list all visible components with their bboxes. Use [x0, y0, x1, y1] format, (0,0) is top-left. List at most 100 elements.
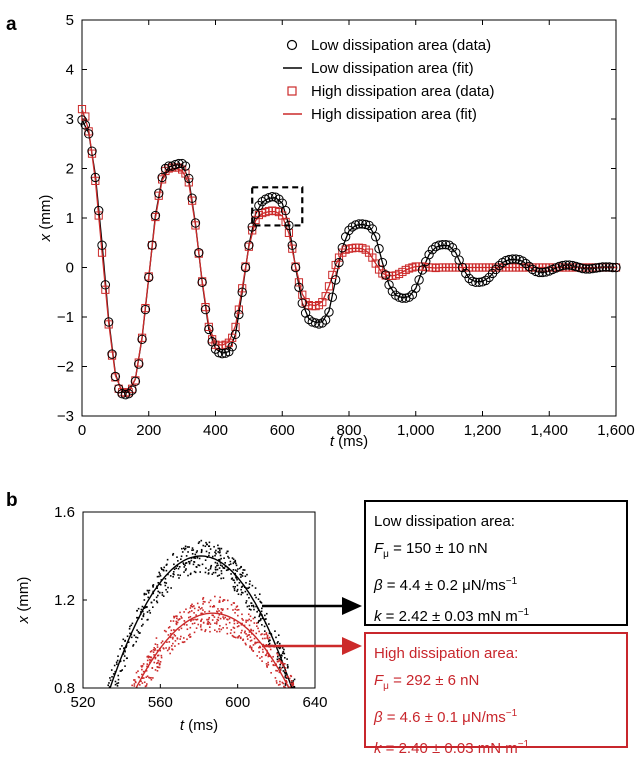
low-zoom-data-point [220, 547, 223, 550]
high-zoom-data-point [172, 620, 175, 622]
high-zoom-data-point [255, 632, 258, 635]
high-zoom-data-point [191, 606, 194, 608]
high-zoom-data-point [146, 659, 149, 662]
high-zoom-data-point [266, 634, 269, 637]
high-zoom-data-point [148, 659, 151, 661]
low-zoom-data-point [111, 675, 113, 678]
low-data-point [534, 267, 544, 278]
high-data-point [288, 244, 297, 253]
plot-a-y-axis-var: x [37, 233, 54, 242]
high-zoom-data-point [249, 636, 252, 638]
low-zoom-data-point [214, 561, 217, 564]
high-zoom-data-point [158, 666, 161, 669]
high-zoom-data-point [265, 633, 267, 635]
high-zoom-data-point [290, 699, 292, 701]
y-tick-label: −3 [57, 408, 74, 425]
high-zoom-fit-line [135, 612, 290, 688]
high-zoom-data-point [198, 606, 201, 609]
low-zoom-data-point [132, 644, 135, 646]
high-zoom-data-point [201, 618, 203, 621]
low-zoom-data-point [183, 547, 185, 550]
low-zoom-data-point [157, 594, 159, 597]
high-zoom-data-point [291, 683, 294, 685]
high-zoom-data-point [261, 648, 264, 651]
low-zoom-data-point [236, 588, 239, 591]
low-zoom-data-point [107, 693, 109, 695]
low-zoom-data-point [135, 640, 138, 643]
high-data-point [238, 284, 247, 293]
low-zoom-data-point [248, 596, 250, 599]
high-zoom-data-point [139, 695, 141, 697]
high-zoom-data-point [151, 667, 154, 669]
low-zoom-data-point [172, 554, 174, 556]
low-zoom-data-point [217, 547, 220, 550]
low-zoom-data-point [245, 602, 247, 604]
high-zoom-data-point [209, 630, 211, 633]
low-zoom-data-point [197, 542, 200, 545]
high-zoom-data-point [245, 633, 247, 635]
low-zoom-data-point [258, 593, 261, 596]
high-zoom-data-point [288, 692, 290, 694]
plot-a-x-axis-var: t [330, 433, 335, 450]
high-zoom-data-point [256, 641, 259, 644]
low-zoom-data-point [176, 556, 178, 558]
high-zoom-data-point [290, 682, 292, 685]
low-zoom-data-point [232, 579, 235, 581]
low-zoom-data-point [147, 618, 149, 621]
high-zoom-data-point [236, 605, 239, 607]
low-data-point [160, 163, 171, 174]
low-zoom-data-point [230, 573, 232, 575]
high-zoom-data-point [284, 686, 286, 688]
low-data-point [427, 244, 438, 255]
low-zoom-data-point [140, 608, 143, 611]
low-zoom-data-point [177, 574, 179, 576]
low-zoom-data-point [258, 619, 261, 622]
plot-b-y-ticks: 0.8 1.2 1.6 [54, 504, 87, 697]
low-zoom-data-point [198, 564, 201, 567]
plot-b-x-ticks: 520 560 600 640 [70, 684, 328, 711]
high-zoom-data-point [280, 661, 283, 663]
high-zoom-data-point [237, 608, 240, 611]
low-zoom-data-point [116, 659, 119, 662]
high-zoom-data-point [208, 621, 211, 624]
low-zoom-data-point [219, 554, 222, 557]
high-zoom-data-point [135, 671, 138, 674]
high-zoom-data-point [241, 622, 243, 625]
high-zoom-data-point [132, 695, 134, 697]
low-zoom-data-point [256, 610, 258, 613]
high-zoom-data-point [202, 600, 205, 603]
low-zoom-data-point [162, 595, 165, 597]
high-zoom-data-point [177, 642, 180, 645]
low-zoom-data-point [248, 608, 251, 611]
high-zoom-data-point [220, 608, 223, 610]
high-zoom-data-point [222, 608, 224, 611]
high-data-point [321, 292, 330, 301]
low-data-point [374, 243, 384, 254]
high-zoom-data-point [170, 636, 172, 639]
legend-square-marker [287, 86, 297, 96]
low-zoom-data-point [264, 614, 266, 617]
low-zoom-data-point [114, 683, 117, 686]
low-zoom-data-point [209, 548, 212, 550]
high-zoom-data-point [141, 690, 143, 692]
high-zoom-data-point [274, 677, 277, 679]
high-zoom-data-point [243, 624, 246, 627]
high-zoom-data-point [140, 680, 142, 683]
low-zoom-data-point [279, 666, 281, 669]
low-zoom-data-point [200, 548, 203, 551]
high-zoom-data-point [183, 620, 186, 622]
high-zoom-data-point [154, 648, 157, 650]
high-zoom-data-point [147, 655, 150, 658]
high-zoom-data-point [191, 622, 194, 625]
low-zoom-data-point [197, 564, 200, 566]
low-zoom-data-point [176, 565, 179, 567]
high-zoom-data-point [154, 669, 157, 671]
low-zoom-data-point [214, 568, 217, 571]
low-zoom-data-point [181, 547, 183, 550]
high-zoom-data-point [137, 676, 140, 678]
high-zoom-data-point [143, 681, 146, 684]
high-zoom-data-point [174, 640, 177, 642]
low-zoom-data-point [284, 656, 286, 659]
high-zoom-data-point [189, 607, 192, 609]
low-zoom-data-point [239, 573, 241, 576]
